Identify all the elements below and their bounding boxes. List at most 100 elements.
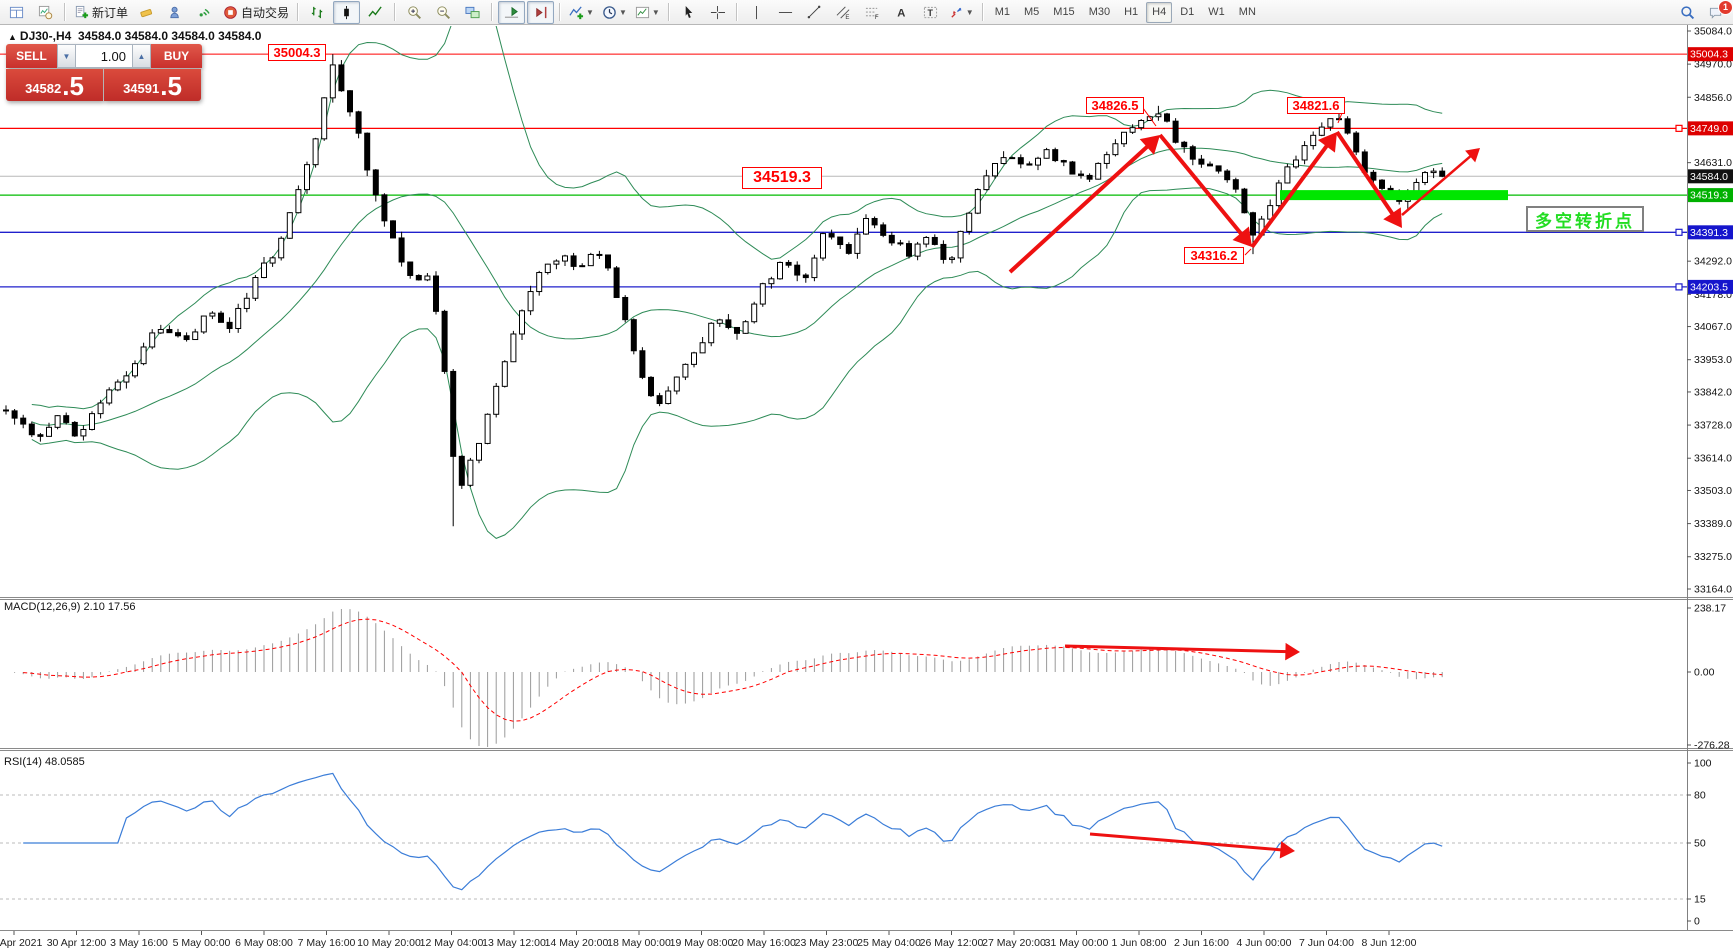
price-callout[interactable]: 35004.3 xyxy=(268,44,326,61)
svg-text:34584.0: 34584.0 xyxy=(1690,171,1728,183)
toolbar-separator xyxy=(559,3,562,21)
zoomin-icon xyxy=(408,5,422,19)
svg-text:50: 50 xyxy=(1694,838,1706,850)
zoom-in-button[interactable] xyxy=(401,1,428,24)
chevron-down-icon[interactable]: ▼ xyxy=(651,7,660,17)
price-callout[interactable]: 34826.5 xyxy=(1086,97,1144,114)
autoscroll-icon xyxy=(504,6,519,18)
tick-chart-button[interactable] xyxy=(32,1,59,24)
shiftend-icon xyxy=(536,6,547,18)
price-callout[interactable]: 34519.3 xyxy=(742,167,822,189)
volume-increase-button[interactable]: ▲ xyxy=(132,44,151,68)
svg-text:34519.3: 34519.3 xyxy=(1690,190,1728,202)
search-icon xyxy=(1681,5,1695,19)
timeframe-d1-button[interactable]: D1 xyxy=(1180,6,1195,18)
time-axis[interactable]: 29 Apr 2021 30 Apr 12:003 May 16:00 5 May … xyxy=(0,931,1417,949)
buy-button[interactable]: BUY xyxy=(151,44,202,68)
svg-text:26 May 12:00: 26 May 12:00 xyxy=(920,937,984,949)
svg-text:31 May 00:00: 31 May 00:00 xyxy=(1045,937,1109,949)
svg-text:T: T xyxy=(927,7,933,17)
buy-price-main: 34591 xyxy=(123,81,160,96)
sell-button[interactable]: SELL xyxy=(6,44,57,68)
sell-price[interactable]: 34582 .5 xyxy=(6,69,103,101)
chevron-down-icon[interactable]: ▼ xyxy=(965,7,974,17)
buy-price[interactable]: 34591 .5 xyxy=(104,69,201,101)
vertical-line-button[interactable] xyxy=(743,1,770,24)
timeframe-m15-button[interactable]: M15 xyxy=(1053,6,1075,18)
indicators-button[interactable]: ▼ xyxy=(566,1,597,24)
volume-input[interactable] xyxy=(76,44,132,68)
notification-badge: 1 xyxy=(1718,0,1733,15)
auto-scroll-button[interactable] xyxy=(498,0,526,24)
notifications-button[interactable]: 1 xyxy=(1703,0,1733,24)
svg-text:33953.0: 33953.0 xyxy=(1694,354,1732,366)
svg-text:10 May 20:00: 10 May 20:00 xyxy=(357,937,421,949)
zoom-out-button[interactable] xyxy=(430,1,457,24)
crosshair-button[interactable] xyxy=(704,1,731,24)
zoomout-icon xyxy=(437,5,451,19)
periods-button[interactable]: ▼ xyxy=(599,1,630,24)
fibonacci-button[interactable]: F xyxy=(859,1,886,24)
price-callout[interactable]: 34821.6 xyxy=(1287,97,1345,114)
chevron-down-icon[interactable]: ▼ xyxy=(618,7,627,17)
timeframe-m30-button[interactable]: M30 xyxy=(1088,6,1111,18)
auto-icon xyxy=(224,5,237,19)
trendline-button[interactable] xyxy=(801,1,828,24)
candlestick-chart-button[interactable] xyxy=(333,0,361,24)
timeframe-mn-button[interactable]: MN xyxy=(1238,6,1256,18)
channel-button[interactable]: E xyxy=(830,1,857,24)
toolbar-separator xyxy=(667,3,670,21)
turning-point-note[interactable]: 多空转折点 xyxy=(1526,206,1644,232)
svg-text:-276.28: -276.28 xyxy=(1694,740,1730,752)
timeframe-h1-button[interactable]: H1 xyxy=(1124,6,1139,18)
new-chart-button[interactable] xyxy=(3,1,30,24)
macd-indicator xyxy=(14,609,1443,747)
history-center-button[interactable] xyxy=(133,1,160,24)
bar-chart-button[interactable] xyxy=(304,1,331,24)
timeframe-m5-button[interactable]: M5 xyxy=(1024,6,1040,18)
svg-text:33728.0: 33728.0 xyxy=(1694,420,1732,432)
cursor-button[interactable] xyxy=(675,1,702,24)
trend-arrows[interactable] xyxy=(1008,107,1480,859)
buy-price-pips: .5 xyxy=(160,71,182,101)
svg-text:30 Apr 12:00: 30 Apr 12:00 xyxy=(47,937,107,949)
rsi-label: RSI(14) 48.0585 xyxy=(4,756,85,768)
svg-text:E: E xyxy=(845,14,849,20)
svg-text:8 Jun 12:00: 8 Jun 12:00 xyxy=(1362,937,1417,949)
svg-text:14 May 20:00: 14 May 20:00 xyxy=(545,937,609,949)
text-button[interactable]: A xyxy=(888,1,915,24)
win-icon xyxy=(9,6,24,18)
text-label-button[interactable]: T xyxy=(917,1,944,24)
new-order-button[interactable]: 新订单 xyxy=(71,1,131,24)
svg-text:4 Jun 00:00: 4 Jun 00:00 xyxy=(1237,937,1292,949)
new-order-button-label: 新订单 xyxy=(92,5,129,20)
autotrade-button[interactable]: 自动交易 xyxy=(220,1,292,24)
timeframe-m1-button[interactable]: M1 xyxy=(994,6,1010,18)
channel-icon: E xyxy=(836,6,850,20)
price-axis[interactable]: 35084.034970.034856.034631.034292.034178… xyxy=(1687,26,1733,596)
search-button[interactable] xyxy=(1674,1,1701,24)
svg-text:100: 100 xyxy=(1694,758,1712,770)
horizontal-line-button[interactable] xyxy=(772,1,799,24)
price-callout[interactable]: 34316.2 xyxy=(1184,247,1244,264)
volume-decrease-button[interactable]: ▼ xyxy=(57,44,76,68)
arrows-button[interactable]: ▼ xyxy=(946,1,977,24)
timeframe-w1-button[interactable]: W1 xyxy=(1208,6,1225,18)
crosshair-icon xyxy=(710,5,725,19)
chart-shift-button[interactable] xyxy=(527,0,555,24)
signals-button[interactable] xyxy=(191,1,218,24)
neworder-icon xyxy=(75,5,89,18)
timeframe-h4-button[interactable]: H4 xyxy=(1146,1,1173,23)
toolbar-separator xyxy=(735,3,738,21)
templates-button[interactable]: ▼ xyxy=(632,1,663,24)
chevron-down-icon[interactable]: ▼ xyxy=(586,7,594,17)
svg-text:34970.0: 34970.0 xyxy=(1694,59,1732,71)
market-watch-button[interactable] xyxy=(162,1,189,24)
svg-text:33614.0: 33614.0 xyxy=(1694,453,1732,465)
highlight-zone[interactable] xyxy=(1280,190,1508,201)
svg-text:35084.0: 35084.0 xyxy=(1694,26,1732,38)
line-chart-button[interactable] xyxy=(362,1,389,24)
tile-windows-button[interactable] xyxy=(459,1,486,24)
